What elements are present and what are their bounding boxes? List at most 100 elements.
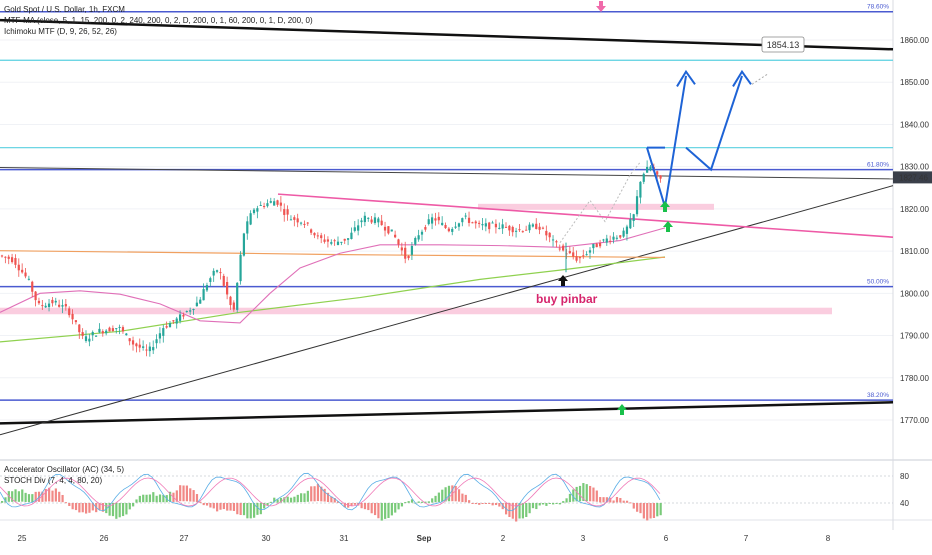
indicator-stoch-div[interactable]: STOCH Div (7, 4, 4, 80, 20) [4, 476, 103, 485]
candle [7, 254, 10, 265]
candle-body [165, 326, 168, 328]
ac-bar [320, 486, 323, 502]
candle-body [330, 242, 333, 244]
candle-body [387, 226, 390, 234]
target-connector [751, 73, 769, 85]
candle [222, 273, 225, 287]
candle-body [592, 243, 595, 249]
candle [131, 336, 135, 351]
ac-bar [239, 503, 242, 515]
time-tick-label: Sep [417, 534, 432, 543]
buy-pinbar-annotation: buy pinbar [536, 292, 598, 306]
candle-body [383, 226, 387, 231]
candle [454, 221, 457, 229]
ac-bar [74, 503, 78, 511]
indicator-accelerator[interactable]: Accelerator Oscillator (AC) (34, 5) [4, 465, 125, 474]
ac-bar [602, 497, 605, 503]
candle [427, 214, 430, 226]
candle-body [54, 300, 57, 303]
candle [24, 268, 27, 279]
candle-body [572, 252, 575, 257]
candle [417, 229, 420, 242]
candle-body [514, 230, 518, 232]
ac-bar [377, 503, 380, 519]
candle [115, 328, 118, 334]
ac-bar [118, 503, 121, 518]
candle [444, 222, 447, 230]
candle-body [219, 272, 222, 274]
lower-trend-line [0, 401, 894, 425]
candle [84, 330, 88, 343]
candle [400, 242, 403, 256]
ac-bar [521, 503, 524, 519]
candle [226, 276, 229, 300]
candle-body [441, 222, 444, 226]
ac-bar [88, 503, 91, 513]
ac-bar [337, 501, 340, 503]
ac-bar [582, 483, 585, 502]
black-arrow-up-shape [558, 275, 568, 286]
candle-body [548, 232, 551, 238]
candle-body [4, 256, 7, 258]
candle [74, 320, 78, 325]
indicator-ichimoku[interactable]: Ichimoku MTF (D, 9, 26, 52, 26) [4, 27, 117, 36]
ac-bar [155, 495, 158, 503]
candle-body [91, 331, 94, 336]
candle [646, 160, 649, 173]
candle-body [58, 304, 61, 307]
ac-bar [279, 497, 283, 503]
candle [336, 236, 340, 246]
price-tick-label: 1860.00 [900, 36, 929, 45]
ac-bar [175, 490, 178, 502]
candle-body [162, 328, 165, 336]
candle [326, 236, 330, 248]
ac-bar [595, 490, 598, 502]
ac-bar [152, 492, 155, 502]
indicator-mtf-ma[interactable]: MTF-MA (close, 5, 1, 15, 200, 0, 2, 240,… [4, 16, 313, 25]
candle [195, 296, 198, 307]
candle [71, 309, 74, 325]
ac-bar [283, 497, 286, 503]
candle [656, 170, 659, 179]
ac-bar [511, 503, 514, 519]
candle [273, 198, 276, 206]
ac-bar [437, 492, 440, 502]
oscillator-legend: Accelerator Oscillator (AC) (34, 5) STOC… [4, 464, 124, 486]
ac-bar [242, 503, 246, 516]
ac-bar [468, 500, 471, 503]
ac-bar [229, 503, 232, 511]
candle-body [155, 339, 158, 344]
candle-body [88, 338, 91, 342]
ac-bar [629, 502, 632, 504]
candle-body [357, 225, 360, 231]
candle-body [182, 314, 185, 317]
ac-bar [370, 503, 373, 514]
candle [239, 251, 242, 285]
ac-bar [515, 503, 518, 522]
ac-bar [575, 486, 578, 502]
ac-bar [58, 491, 61, 502]
candle-body [168, 323, 172, 328]
candle-body [350, 232, 353, 239]
candle-body [74, 320, 78, 323]
ac-bar [253, 503, 256, 518]
candle [598, 239, 602, 249]
candle [377, 216, 380, 228]
candle-body [98, 328, 101, 333]
candle-body [259, 204, 262, 206]
candle [118, 324, 121, 335]
ac-bar [169, 491, 172, 502]
ac-bar [427, 501, 430, 503]
candle-body [588, 250, 592, 253]
time-tick-label: 25 [18, 534, 27, 543]
ac-bar [249, 503, 252, 519]
candle-body [289, 219, 293, 221]
candle-body [612, 236, 615, 240]
candle-body [242, 233, 246, 256]
candle [145, 344, 148, 357]
ac-bar [457, 489, 461, 502]
ac-bar [373, 503, 377, 516]
ac-bar [54, 488, 57, 502]
